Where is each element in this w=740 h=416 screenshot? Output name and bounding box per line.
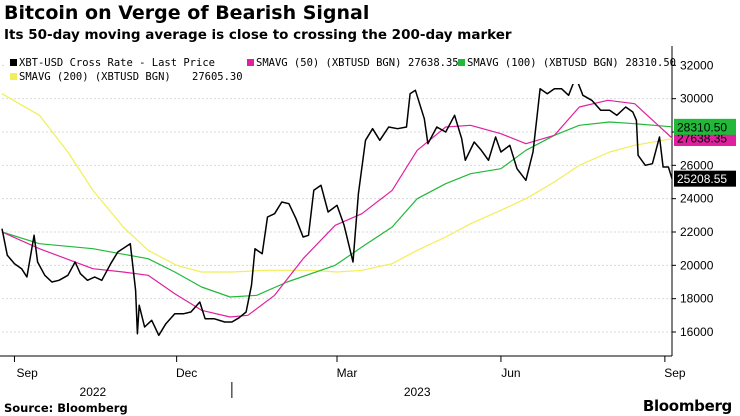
legend-swatch	[10, 73, 17, 80]
series-lines	[1, 76, 673, 337]
bloomberg-logo: Bloomberg	[642, 397, 732, 415]
legend-name: SMAVG (100) (XBTUSD BGN)	[467, 57, 619, 69]
y-tick-label: 32000	[680, 58, 714, 72]
y-tick-label: 24000	[680, 192, 714, 206]
y-axis-ticks: 1600018000200002200024000260002800030000…	[672, 58, 714, 339]
x-tick-label: Jun	[501, 366, 520, 380]
legend-name: XBT-USD Cross Rate - Last Price	[19, 57, 215, 69]
last-value-label: 28310.50	[674, 118, 736, 135]
legend-swatch	[458, 59, 465, 66]
series-line	[1, 76, 673, 337]
legend-value: 28310.50	[625, 57, 676, 69]
x-tick-label: Sep	[16, 366, 38, 380]
x-axis-ticks: Sep Dec Mar Jun Sep 2022 2023	[13, 356, 686, 399]
x-tick-label: Mar	[337, 366, 358, 380]
last-value-label: 25208.55	[674, 170, 736, 187]
legend-entry: SMAVG (200) (XBTUSD BGN) 27605.30	[10, 71, 243, 83]
series-line	[1, 93, 673, 273]
last-value-box	[674, 170, 736, 187]
y-tick-label: 18000	[680, 292, 714, 306]
last-value-text: 28310.50	[677, 120, 727, 134]
axes	[0, 46, 673, 357]
chart-title: Bitcoin on Verge of Bearish Signal	[4, 2, 370, 24]
legend-name: SMAVG (200) (XBTUSD BGN)	[19, 71, 171, 83]
legend-name: SMAVG (50) (XBTUSD BGN)	[256, 57, 401, 69]
last-value-box	[674, 118, 736, 135]
legend-value: 27605.30	[192, 71, 243, 83]
y-tick-label: 30000	[680, 92, 714, 106]
last-value-text: 27638.35	[677, 132, 727, 146]
legend-entry: XBT-USD Cross Rate - Last Price	[10, 57, 215, 69]
last-value-text: 25208.55	[677, 172, 727, 186]
y-tick-label: 16000	[680, 325, 714, 339]
gridlines	[2, 64, 672, 333]
legend-swatch	[247, 59, 254, 66]
legend-entry: SMAVG (50) (XBTUSD BGN) 27638.35	[247, 57, 459, 69]
legend: XBT-USD Cross Rate - Last Price SMAVG (50…	[4, 54, 676, 84]
legend-value: 27638.35	[408, 57, 459, 69]
y-tick-label: 20000	[680, 258, 714, 272]
x-year-label: 2023	[404, 385, 431, 399]
series-line	[1, 121, 673, 298]
series-line	[1, 99, 673, 318]
chart-subtitle: Its 50-day moving average is close to cr…	[4, 27, 512, 43]
source-note: Source: Bloomberg	[4, 401, 128, 415]
y-tick-label: 26000	[680, 158, 714, 172]
x-tick-label: Sep	[664, 366, 686, 380]
y-tick-label: 22000	[680, 225, 714, 239]
legend-background	[4, 54, 668, 84]
legend-entry: SMAVG (100) (XBTUSD BGN) 28310.50	[458, 57, 676, 69]
legend-swatch	[10, 59, 17, 66]
x-tick-label: Dec	[176, 366, 197, 380]
x-year-label: 2022	[80, 385, 107, 399]
